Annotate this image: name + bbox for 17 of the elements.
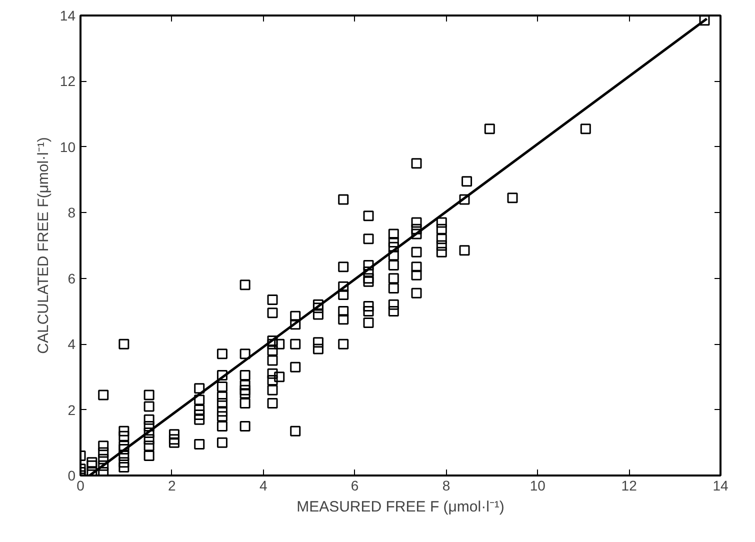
- y-tick-label: 0: [68, 468, 76, 484]
- y-tick-label: 8: [68, 204, 76, 221]
- x-axis-title: MEASURED FREE F (μmol·l⁻¹): [296, 498, 504, 516]
- y-tick-label: 2: [68, 402, 76, 418]
- y-tick-label: 10: [60, 138, 76, 155]
- y-axis-title: CALCULATED FREE F(μmol·l⁻¹): [34, 137, 52, 354]
- x-tick-label: 14: [712, 478, 728, 494]
- y-tick-label: 6: [68, 270, 76, 286]
- x-tick-label: 4: [259, 478, 268, 494]
- x-tick-label: 6: [350, 478, 359, 494]
- x-tick-label: 2: [168, 478, 176, 494]
- y-tick-label: 4: [68, 336, 76, 352]
- y-tick-label: 14: [60, 8, 76, 24]
- x-tick-label: 10: [530, 478, 546, 494]
- y-tick-label: 12: [60, 73, 76, 90]
- x-tick-label: 12: [621, 478, 638, 494]
- x-tick-label: 8: [442, 478, 450, 494]
